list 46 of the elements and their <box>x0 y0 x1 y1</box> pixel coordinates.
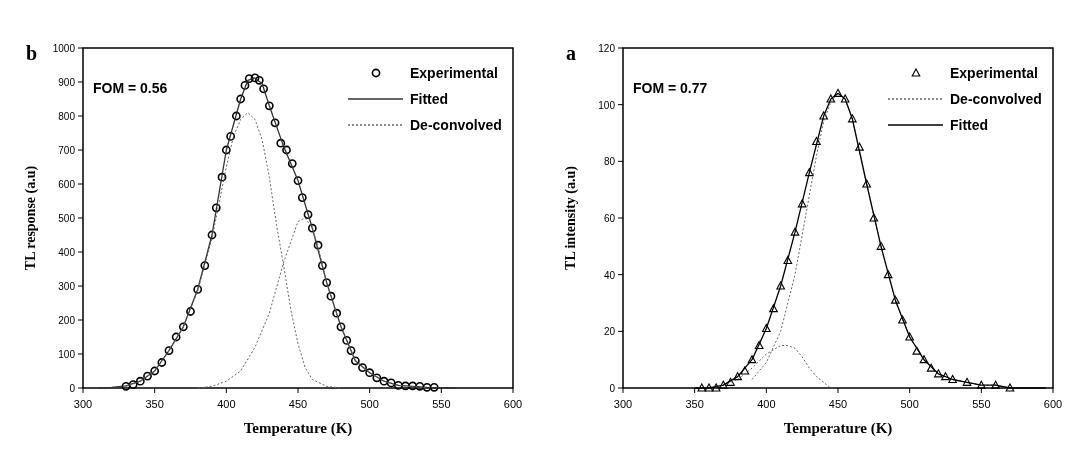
legend-label: Experimental <box>950 65 1038 81</box>
x-tick-label: 350 <box>685 398 704 410</box>
x-tick-label: 300 <box>613 398 633 410</box>
y-tick-label: 700 <box>58 145 76 156</box>
x-tick-label: 500 <box>900 398 919 410</box>
chart-title: b <box>26 42 38 64</box>
y-tick-label: 0 <box>609 383 616 394</box>
x-tick-label: 550 <box>972 398 991 410</box>
legend-label: De-convolved <box>410 117 502 133</box>
x-tick-label: 600 <box>1043 398 1063 410</box>
y-tick-label: 100 <box>598 99 616 111</box>
y-axis-title: TL intensity (a.u) <box>563 165 579 270</box>
y-tick-label: 600 <box>58 179 76 190</box>
y-tick-label: 200 <box>58 315 76 326</box>
x-tick-label: 600 <box>503 398 523 410</box>
annotation: FOM = 0.77 <box>633 80 708 96</box>
x-tick-label: 350 <box>145 398 164 410</box>
x-axis-title: Temperature (K) <box>783 420 893 437</box>
y-axis-title: TL response (a.u) <box>23 165 39 271</box>
y-tick-label: 1000 <box>52 43 76 54</box>
y-tick-label: 60 <box>603 213 616 224</box>
x-tick-label: 450 <box>288 398 308 410</box>
y-tick-label: 900 <box>58 77 76 88</box>
annotation: FOM = 0.56 <box>93 80 168 96</box>
legend-label: De-convolved <box>950 91 1042 107</box>
y-tick-label: 800 <box>58 111 76 122</box>
y-tick-label: 500 <box>58 213 76 224</box>
x-tick-label: 500 <box>360 398 379 410</box>
y-tick-label: 120 <box>598 43 616 54</box>
y-tick-label: 400 <box>58 247 76 258</box>
x-tick-label: 400 <box>757 398 776 410</box>
y-tick-label: 40 <box>603 269 616 281</box>
x-tick-label: 400 <box>217 398 236 410</box>
y-tick-label: 20 <box>603 326 616 338</box>
x-axis-title: Temperature (K) <box>243 420 353 437</box>
legend-label: Fitted <box>950 117 989 133</box>
y-tick-label: 80 <box>603 156 616 168</box>
x-tick-label: 550 <box>432 398 451 410</box>
x-tick-label: 450 <box>828 398 848 410</box>
x-tick-label: 300 <box>73 398 93 410</box>
y-tick-label: 100 <box>58 349 76 360</box>
legend-label: Fitted <box>410 91 449 107</box>
legend-label: Experimental <box>410 65 498 81</box>
chart-title: a <box>566 42 576 64</box>
y-tick-label: 0 <box>69 383 76 394</box>
y-tick-label: 300 <box>58 281 76 292</box>
